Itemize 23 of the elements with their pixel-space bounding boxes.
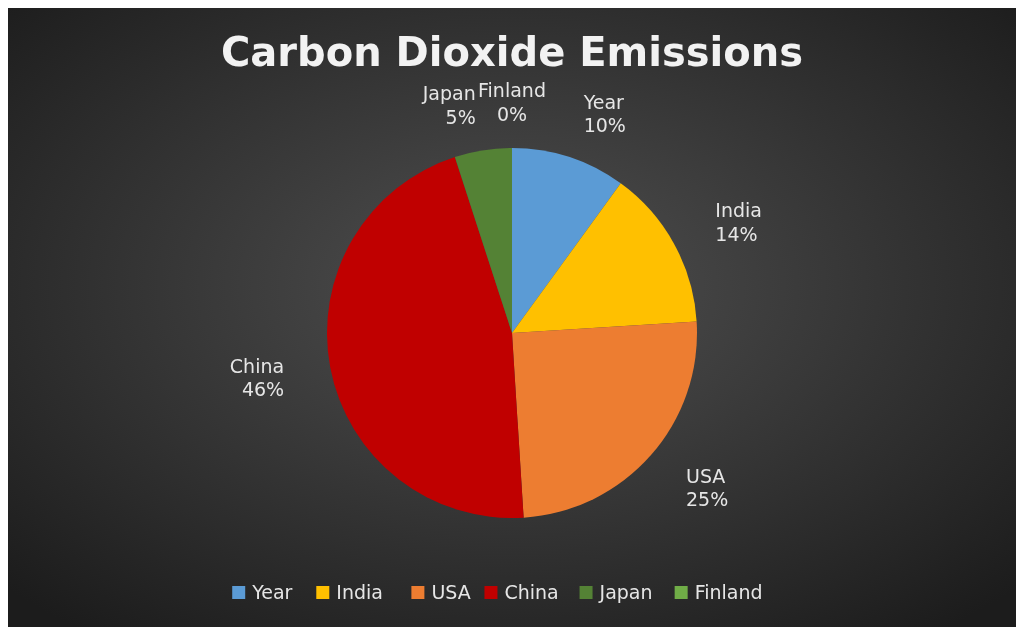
pie-slice	[327, 157, 524, 518]
text: 0%	[496, 102, 528, 125]
pie-slice	[454, 148, 512, 333]
slice-label: Japan	[421, 82, 476, 105]
chart-title: Carbon Dioxide Emissions	[221, 29, 803, 75]
data-label: 10%	[583, 114, 626, 137]
legend-label: India	[336, 581, 383, 603]
slice-label: Year	[582, 90, 625, 113]
legend-label: Finland	[694, 581, 763, 603]
data-label: 46%	[241, 378, 285, 401]
data-label: 5%	[445, 105, 476, 128]
legend-label: Year	[251, 581, 293, 603]
category-label: Finland	[478, 79, 546, 102]
slice-label: USA	[686, 464, 726, 487]
pie-slice	[512, 183, 697, 333]
data-label: 25%	[686, 488, 729, 511]
slice-label: China	[229, 354, 285, 377]
legend-label: USA	[431, 581, 471, 603]
pie-slice	[512, 148, 621, 333]
data-label: 14%	[715, 223, 758, 246]
slice-label: India	[715, 199, 762, 222]
legend-label: Japan	[598, 581, 653, 603]
legend-label: China	[504, 581, 559, 603]
